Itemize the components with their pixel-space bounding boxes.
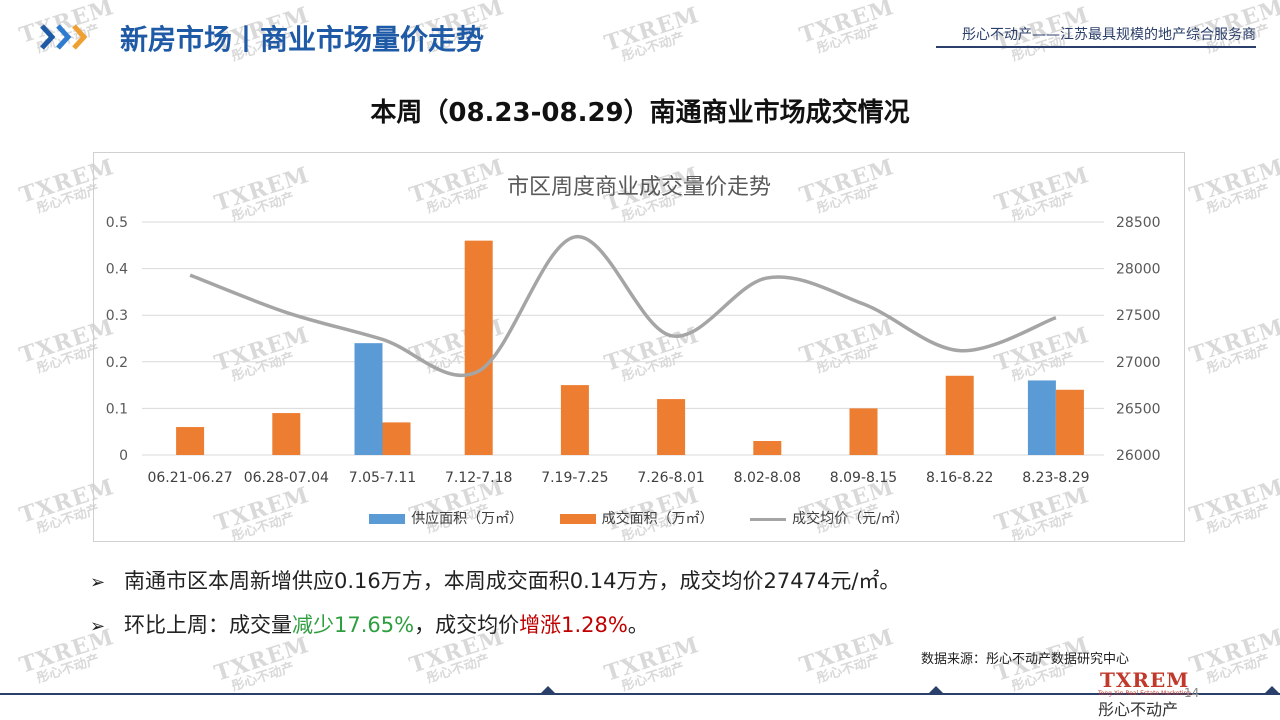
watermark-cn: 彤心不动产 [1204, 502, 1272, 537]
watermark-cn: 彤心不动产 [1204, 182, 1272, 217]
data-source: 数据来源：彤心不动产数据研究中心 [921, 652, 1130, 667]
y-right-tick-label: 28500 [1116, 215, 1161, 231]
legend-label-price: 成交均价（元/㎡） [792, 511, 909, 527]
bar-supply [1027, 380, 1056, 455]
bar-deal [560, 385, 589, 455]
bullet-2-decrease: 减少17.65% [292, 613, 415, 637]
slogan-underline [936, 46, 1256, 48]
bar-deal [1055, 389, 1084, 455]
legend-item-price: 成交均价（元/㎡） [750, 508, 909, 528]
bullet-2-middle: ，成交均价 [414, 613, 520, 637]
bullet-1: ➢ 南通市区本周新增供应0.16万方，本周成交面积0.14万方，成交均价27474… [90, 566, 900, 610]
chevron-arrows-icon [40, 24, 88, 50]
bar-deal [753, 441, 782, 455]
x-tick-label: 8.02-8.08 [734, 470, 801, 486]
section-title: 新房市场丨商业市场量价走势 [120, 23, 485, 56]
bar-deal [382, 422, 411, 455]
y-left-tick-label: 0.2 [106, 355, 128, 371]
bullet-arrow-icon: ➢ [90, 572, 106, 593]
watermark-brand: TXREM [1186, 473, 1280, 529]
x-tick-label: 7.26-8.01 [637, 470, 704, 486]
bar-deal [945, 375, 974, 455]
watermark-cn: 彤心不动产 [1204, 652, 1272, 687]
y-left-tick-label: 0.3 [106, 308, 128, 324]
bullet-1-text: 南通市区本周新增供应0.16万方，本周成交面积0.14万方，成交均价27474元… [124, 569, 901, 593]
page-number: 14 [1184, 686, 1200, 700]
bullet-2: ➢ 环比上周：成交量减少17.65%，成交均价增涨1.28%。 [90, 610, 900, 654]
x-tick-label: 06.21-06.27 [147, 470, 232, 486]
legend-swatch-price [750, 517, 787, 521]
x-tick-label: 8.16-8.22 [926, 470, 993, 486]
watermark-brand: TXREM [1186, 313, 1280, 369]
watermark-brand: TXREM [1186, 153, 1280, 209]
legend-label-deal: 成交面积（万㎡） [601, 511, 714, 527]
watermark: TXREM 彤心不动产 [1186, 623, 1280, 690]
x-tick-label: 8.09-8.15 [830, 470, 897, 486]
logo-cn: 彤心不动产 [1098, 700, 1179, 719]
y-right-tick-label: 27500 [1116, 308, 1161, 324]
y-left-tick-label: 0.5 [106, 215, 128, 231]
bar-deal [657, 399, 686, 455]
chart-legend: 供应面积（万㎡） 成交面积（万㎡） 成交均价（元/㎡） [94, 508, 1184, 528]
chart-title: 市区周度商业成交量价走势 [506, 175, 771, 200]
legend-item-deal: 成交面积（万㎡） [559, 508, 714, 528]
y-left-tick-label: 0.1 [106, 401, 128, 417]
legend-swatch-supply [369, 514, 406, 524]
x-tick-label: 8.23-8.29 [1022, 470, 1089, 486]
y-right-tick-label: 26000 [1116, 448, 1161, 464]
legend-swatch-deal [559, 514, 596, 524]
watermark: TXREM 彤心不动产 [1186, 473, 1280, 540]
y-right-tick-label: 27000 [1116, 355, 1161, 371]
x-tick-label: 7.19-7.25 [541, 470, 608, 486]
bullet-arrow-icon: ➢ [90, 616, 106, 637]
x-tick-label: 7.05-7.11 [349, 470, 416, 486]
summary-bullets: ➢ 南通市区本周新增供应0.16万方，本周成交面积0.14万方，成交均价27474… [90, 566, 900, 654]
bar-deal [272, 413, 301, 455]
legend-label-supply: 供应面积（万㎡） [411, 511, 524, 527]
bar-deal [849, 408, 878, 455]
watermark-cn: 彤心不动产 [1204, 342, 1272, 377]
bullet-2-increase: 增涨1.28% [519, 613, 628, 637]
bar-deal [464, 240, 493, 455]
chart-container: 0 0.1 0.2 0.3 0.4 0.5 26000 26500 27000 27500 2800… [93, 152, 1185, 542]
watermark-brand: TXREM [1186, 623, 1280, 679]
chart-plot: 0 0.1 0.2 0.3 0.4 0.5 26000 26500 27000 27500 2800… [106, 215, 1161, 486]
bullet-2-prefix: 环比上周：成交量 [124, 613, 292, 637]
y-left-tick-label: 0.4 [106, 262, 128, 278]
bullet-2-suffix: 。 [627, 613, 649, 637]
y-right-tick-label: 26500 [1116, 401, 1161, 417]
company-logo: TXREM Tong Xin Real Estate Marketing 彤心不… [1096, 668, 1191, 720]
bar-supply [354, 343, 383, 455]
line-price [189, 235, 1057, 378]
x-tick-label: 7.12-7.18 [445, 470, 512, 486]
page-title: 本周（08.23-08.29）南通商业市场成交情况 [370, 98, 910, 128]
watermark: TXREM 彤心不动产 [1186, 153, 1280, 220]
x-tick-label: 06.28-07.04 [244, 470, 329, 486]
watermark: TXREM 彤心不动产 [1186, 313, 1280, 380]
legend-item-supply: 供应面积（万㎡） [369, 508, 523, 528]
y-left-tick-label: 0 [119, 448, 128, 464]
footer-divider [0, 686, 1280, 695]
logo-tagline: Tong Xin Real Estate Marketing [1098, 690, 1191, 697]
header: 新房市场丨商业市场量价走势 彤心不动产——江苏最具规模的地产综合服务商 [0, 0, 1280, 70]
logo-brand: TXREM [1100, 668, 1190, 692]
y-right-tick-label: 28000 [1116, 262, 1161, 278]
slogan: 彤心不动产——江苏最具规模的地产综合服务商 [962, 27, 1256, 43]
bar-deal [176, 427, 205, 455]
